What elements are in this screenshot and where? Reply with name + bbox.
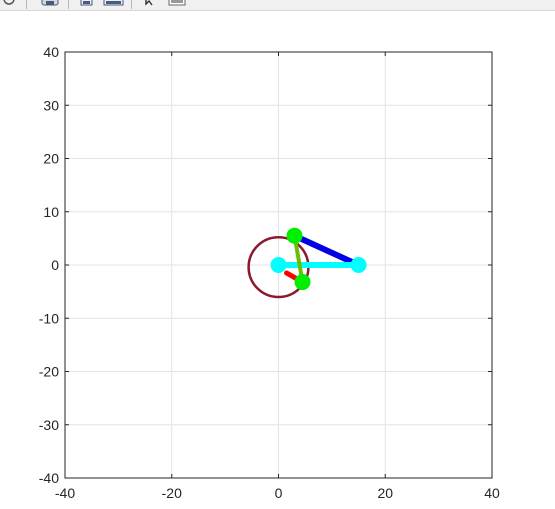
ticks: -40 -20 0 20 40 40 30 20 10 0 -10 -20 -30 -40 — [39, 44, 500, 501]
joint-marker — [270, 257, 287, 273]
axes[interactable]: -40 -20 0 20 40 40 30 20 10 0 -10 -20 -30 -40 — [0, 11, 555, 509]
x-tick-label: 40 — [484, 485, 500, 501]
x-tick-label: 0 — [275, 485, 283, 501]
y-tick-label: -30 — [39, 417, 59, 433]
toolbar-separator — [131, 0, 132, 9]
y-tick-label: 20 — [43, 151, 59, 167]
brush-icon — [168, 0, 186, 6]
zoom-out-icon — [103, 0, 124, 6]
rotate-3d-icon — [3, 0, 15, 5]
data-cursor-icon — [145, 0, 153, 6]
y-tick-label: 10 — [43, 204, 59, 220]
y-tick-label: -10 — [39, 310, 59, 326]
zoom-in-icon — [80, 0, 93, 6]
data-cursor-button[interactable] — [143, 0, 157, 6]
coupler-link — [291, 232, 362, 268]
plot-area[interactable]: -40 -20 0 20 40 40 30 20 10 0 -10 -20 -30 -40 — [0, 11, 555, 509]
y-tick-label: -40 — [39, 470, 59, 486]
y-tick-label: -20 — [39, 364, 59, 380]
y-tick-label: 30 — [43, 97, 59, 113]
x-tick-label: -40 — [55, 485, 75, 501]
figure-toolbar — [0, 0, 555, 11]
joint-marker — [286, 227, 303, 244]
joint-marker — [294, 274, 311, 291]
pan-button[interactable] — [40, 0, 60, 6]
joint-marker — [350, 257, 367, 273]
y-tick-label: 0 — [51, 257, 59, 273]
y-tick-label: 40 — [43, 44, 59, 60]
rotate-3d-button[interactable] — [2, 0, 16, 6]
x-tick-label: 20 — [377, 485, 393, 501]
brush-button[interactable] — [168, 0, 186, 6]
mechanism-plot — [247, 227, 367, 299]
toolbar-separator — [26, 0, 27, 9]
x-tick-label: -20 — [162, 485, 182, 501]
zoom-out-button[interactable] — [103, 0, 125, 6]
zoom-in-button[interactable] — [80, 0, 94, 6]
toolbar-separator — [68, 0, 69, 9]
pan-hand-icon — [41, 0, 59, 6]
